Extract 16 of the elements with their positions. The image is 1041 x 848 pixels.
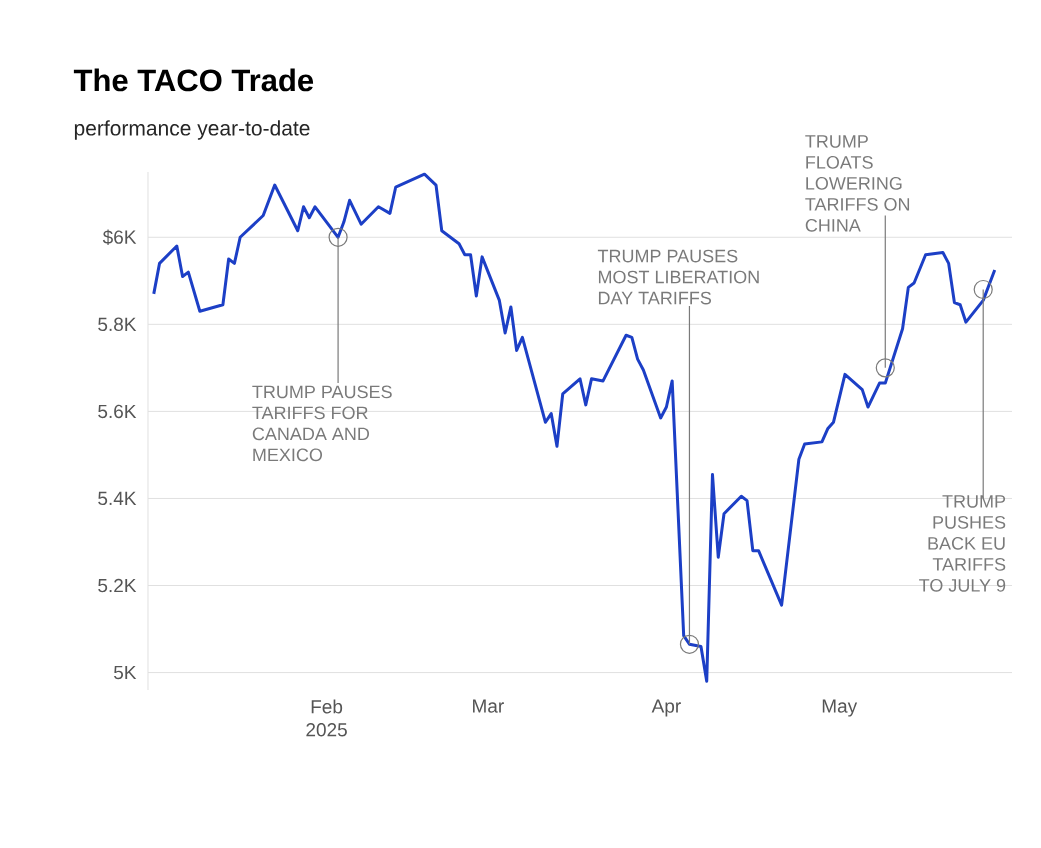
y-tick-label: 5.4K — [98, 491, 137, 506]
y-tick-label: 5.2K — [98, 578, 137, 593]
y-tick-label: 5.6K — [98, 404, 137, 419]
y-tick-label: $6K — [102, 229, 137, 245]
x-tick-label: May — [822, 699, 858, 717]
chart-subtitle: performance year-to-date — [74, 120, 310, 140]
chart-title: The TACO Trade — [73, 68, 314, 92]
y-tick-label: 5K — [113, 665, 137, 680]
annotation: TRUMP PAUSES MOST LIBERATION DAY TARIFFS — [597, 249, 759, 305]
annotation: TRUMP FLOATS LOWERING TARIFFS ON CHINA — [805, 135, 910, 232]
x-tick-label: Feb 2025 — [306, 699, 347, 737]
annotation: TRUMP PUSHES BACK EU TARIFFS TO JULY 9 — [919, 495, 1006, 592]
x-tick-label: Mar — [473, 699, 504, 713]
y-tick-label: 5.8K — [98, 317, 137, 332]
annotation: TRUMP PAUSES TARIFFS FOR CANADA AND MEXICO — [252, 385, 392, 462]
x-tick-label: Apr — [651, 699, 681, 717]
